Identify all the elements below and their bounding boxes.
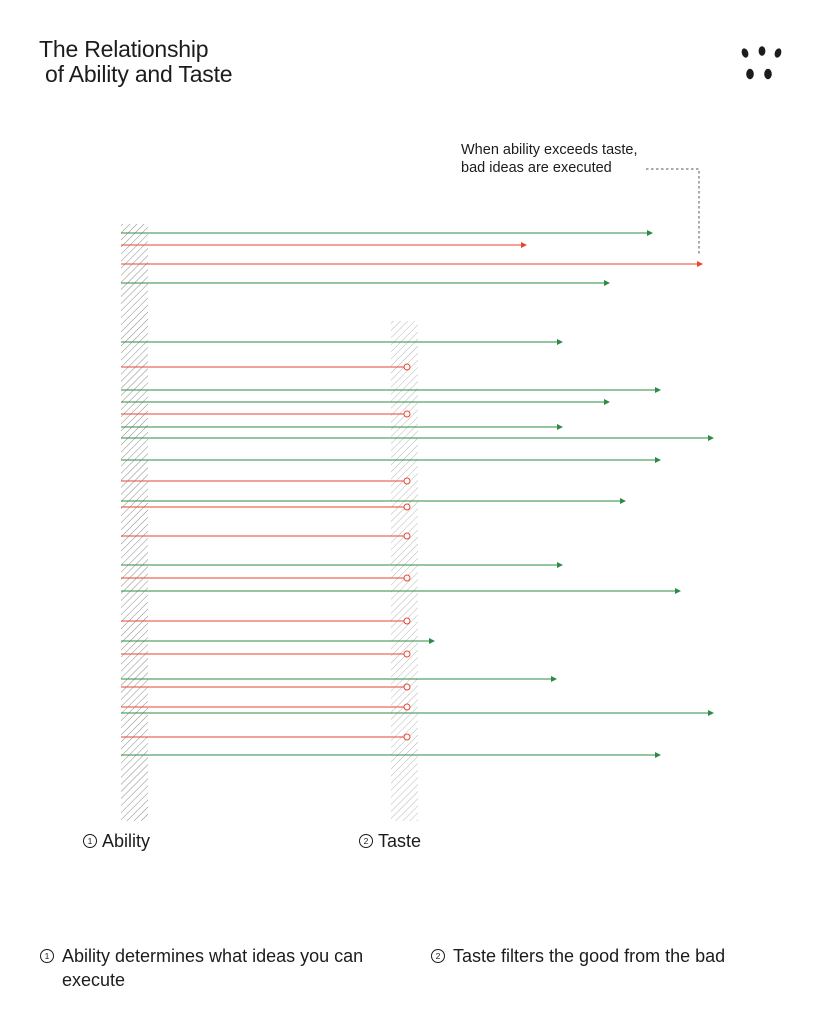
ability-bar: [121, 224, 148, 821]
arrowhead-22: [551, 676, 557, 682]
arrowhead-0: [647, 230, 653, 236]
footnote-ability: 1 Ability determines what ideas you can …: [40, 944, 410, 992]
footnote-taste: 2 Taste filters the good from the bad: [431, 944, 791, 968]
annotation-leader-line: [646, 168, 700, 255]
page-title: The Relationship of Ability and Taste: [39, 36, 233, 87]
title-line-1: The Relationship: [39, 36, 209, 62]
ability-label-text: Ability: [102, 831, 151, 851]
taste-number-icon: 2: [359, 834, 373, 848]
title-line-2: of Ability and Taste: [45, 61, 233, 87]
arrowhead-1: [521, 242, 527, 248]
filter-stop-circle-14: [403, 503, 411, 511]
ability-number-icon: 1: [83, 834, 97, 848]
filter-stop-circle-5: [403, 363, 411, 371]
filter-stop-circle-24: [403, 703, 411, 711]
footnote-ability-text: Ability determines what ideas you can ex…: [62, 946, 364, 990]
arrowhead-7: [604, 399, 610, 405]
filter-stop-circle-21: [403, 650, 411, 658]
arrowhead-25: [708, 710, 714, 716]
footnote-taste-number-icon: 2: [431, 949, 445, 963]
ability-label: 1 Ability: [83, 831, 150, 851]
annotation-line-1: When ability exceeds taste,: [461, 142, 638, 158]
taste-label: 2 Taste: [359, 831, 421, 851]
arrowhead-10: [708, 435, 714, 441]
footnote-taste-text: Taste filters the good from the bad: [453, 946, 726, 966]
arrowhead-11: [655, 457, 661, 463]
footnote-ability-number-icon: 1: [40, 949, 54, 963]
arrowhead-27: [655, 752, 661, 758]
taste-bar: [391, 321, 418, 821]
annotation: When ability exceeds taste, bad ideas ar…: [461, 141, 638, 177]
arrowhead-4: [557, 339, 563, 345]
filter-stop-circle-17: [403, 574, 411, 582]
filter-stop-circle-26: [403, 733, 411, 741]
four-dots-logo-icon: [741, 46, 782, 80]
annotation-line-2: bad ideas are executed: [461, 160, 612, 176]
arrowhead-9: [557, 424, 563, 430]
arrowhead-2: [697, 261, 703, 267]
filter-stop-circle-15: [403, 532, 411, 540]
filter-stop-circle-8: [403, 410, 411, 418]
arrowhead-16: [557, 562, 563, 568]
arrowhead-18: [675, 588, 681, 594]
filter-stop-circle-19: [403, 617, 411, 625]
arrowhead-20: [429, 638, 435, 644]
arrowhead-6: [655, 387, 661, 393]
filter-stop-circle-12: [403, 477, 411, 485]
arrowhead-3: [604, 280, 610, 286]
filter-stop-circle-23: [403, 683, 411, 691]
arrowhead-13: [620, 498, 626, 504]
idea-lines: [121, 230, 714, 758]
taste-label-text: Taste: [378, 831, 422, 851]
